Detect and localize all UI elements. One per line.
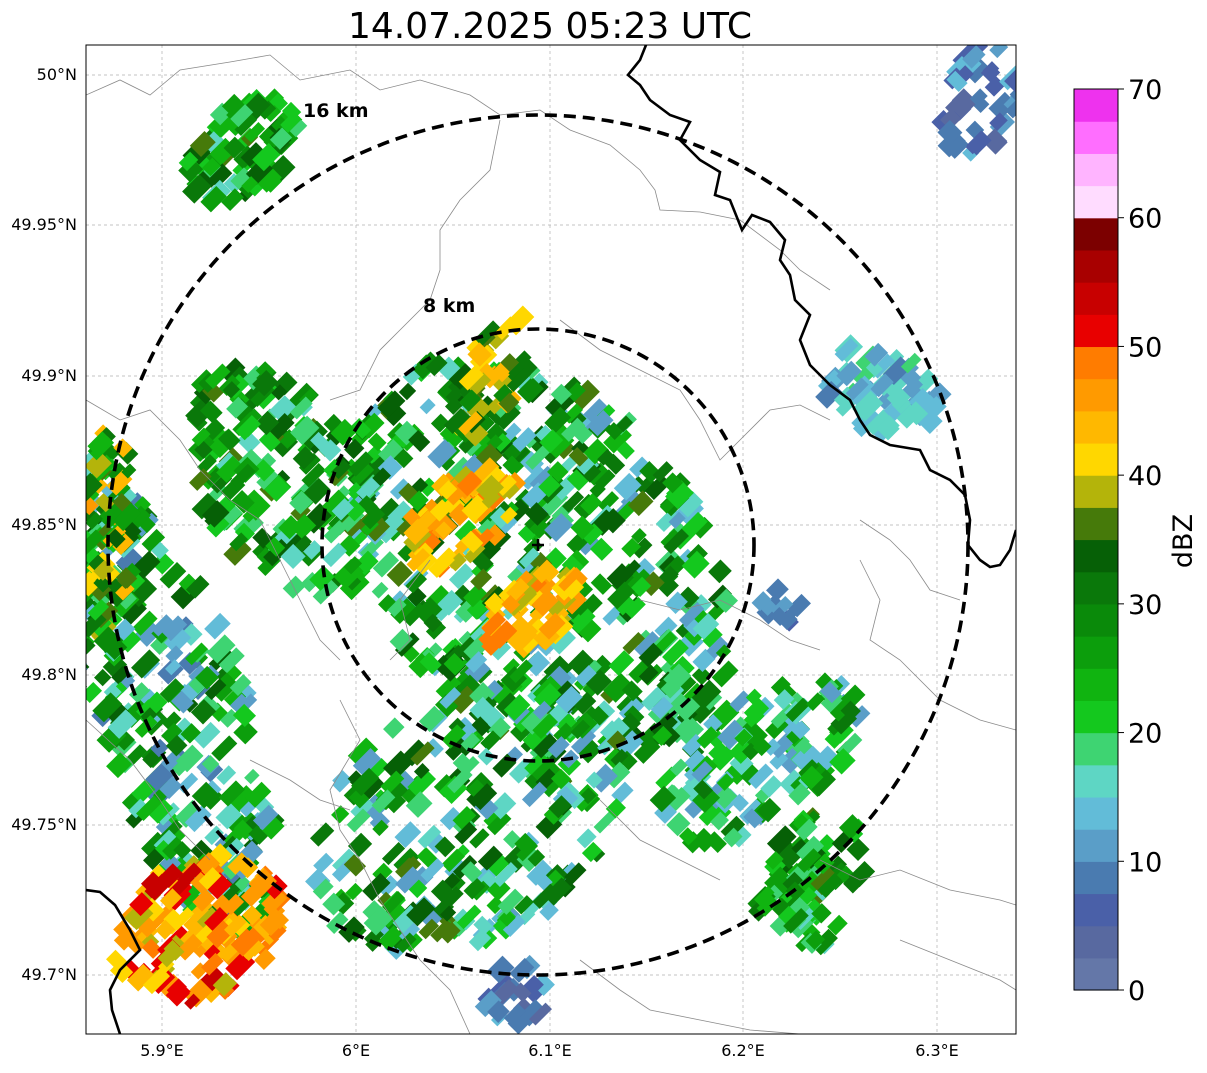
- colorbar-segment: [1074, 603, 1118, 637]
- colorbar-segment: [1074, 764, 1118, 798]
- lon-tick-label: 6°E: [342, 1041, 370, 1060]
- lat-tick-label: 49.85°N: [11, 515, 77, 534]
- colorbar-tick-label: 70: [1128, 75, 1162, 106]
- range-rings: [106, 113, 970, 977]
- colorbar: [1073, 88, 1119, 991]
- colorbar-segment: [1074, 636, 1118, 669]
- colorbar-segment: [1074, 829, 1118, 862]
- range-ring-8km: [320, 327, 756, 763]
- lat-tick-label: 49.8°N: [21, 665, 77, 684]
- colorbar-tick-label: 40: [1128, 461, 1162, 492]
- colorbar-tick-label: 30: [1128, 590, 1162, 621]
- latitude-axis: 50°N 49.95°N 49.9°N 49.85°N 49.8°N 49.75…: [11, 65, 77, 984]
- colorbar-segment: [1074, 153, 1118, 187]
- map-frame: [85, 44, 1017, 1035]
- colorbar-tick-label: 0: [1128, 976, 1145, 1007]
- lat-tick-label: 49.9°N: [21, 366, 77, 385]
- colorbar-segment: [1074, 217, 1118, 251]
- colorbar-ticks: 0 10 20 30 40 50 60 70: [1118, 75, 1162, 1007]
- lat-tick-label: 49.7°N: [21, 965, 77, 984]
- colorbar-segment: [1074, 185, 1118, 219]
- radar-echoes: [86, 45, 1016, 1034]
- colorbar-segment: [1074, 925, 1118, 959]
- municipal-borders: [86, 54, 1016, 1034]
- lon-tick-label: 6.1°E: [528, 1041, 572, 1060]
- colorbar-segment: [1074, 410, 1118, 444]
- colorbar-segment: [1074, 700, 1118, 734]
- colorbar-segment: [1074, 539, 1118, 573]
- radar-site-marker: [532, 539, 544, 551]
- colorbar-label: dBZ: [1168, 514, 1199, 568]
- colorbar-segment: [1074, 89, 1118, 122]
- lat-tick-label: 50°N: [37, 65, 77, 84]
- longitude-axis: 5.9°E 6°E 6.1°E 6.2°E 6.3°E: [140, 1041, 959, 1060]
- colorbar-segment: [1074, 314, 1118, 348]
- colorbar-segment: [1074, 507, 1118, 541]
- range-ring-label-16km: 16 km: [303, 100, 369, 122]
- lon-tick-label: 5.9°E: [140, 1041, 184, 1060]
- colorbar-segment: [1074, 282, 1118, 315]
- colorbar-segment: [1074, 861, 1118, 895]
- colorbar-segment: [1074, 957, 1118, 991]
- lon-tick-label: 6.3°E: [915, 1041, 959, 1060]
- lat-tick-label: 49.95°N: [11, 215, 77, 234]
- colorbar-segment: [1074, 346, 1118, 380]
- colorbar-segment: [1074, 732, 1118, 766]
- range-ring-label-8km: 8 km: [423, 295, 475, 317]
- colorbar-segment: [1074, 442, 1118, 476]
- colorbar-segment: [1074, 668, 1118, 701]
- colorbar-segment: [1074, 475, 1118, 508]
- colorbar-tick-label: 60: [1128, 204, 1162, 235]
- colorbar-tick-label: 10: [1128, 847, 1162, 878]
- colorbar-segment: [1074, 571, 1118, 605]
- lat-tick-label: 49.75°N: [11, 815, 77, 834]
- colorbar-segment: [1074, 893, 1118, 927]
- colorbar-segment: [1074, 121, 1118, 154]
- lon-tick-label: 6.2°E: [721, 1041, 765, 1060]
- colorbar-segment: [1074, 378, 1118, 412]
- range-ring-16km: [106, 113, 970, 977]
- colorbar-segment: [1074, 796, 1118, 830]
- colorbar-tick-label: 20: [1128, 719, 1162, 750]
- colorbar-tick-label: 50: [1128, 332, 1162, 363]
- figure-title: 14.07.2025 05:23 UTC: [348, 6, 752, 47]
- colorbar-segment: [1074, 249, 1118, 283]
